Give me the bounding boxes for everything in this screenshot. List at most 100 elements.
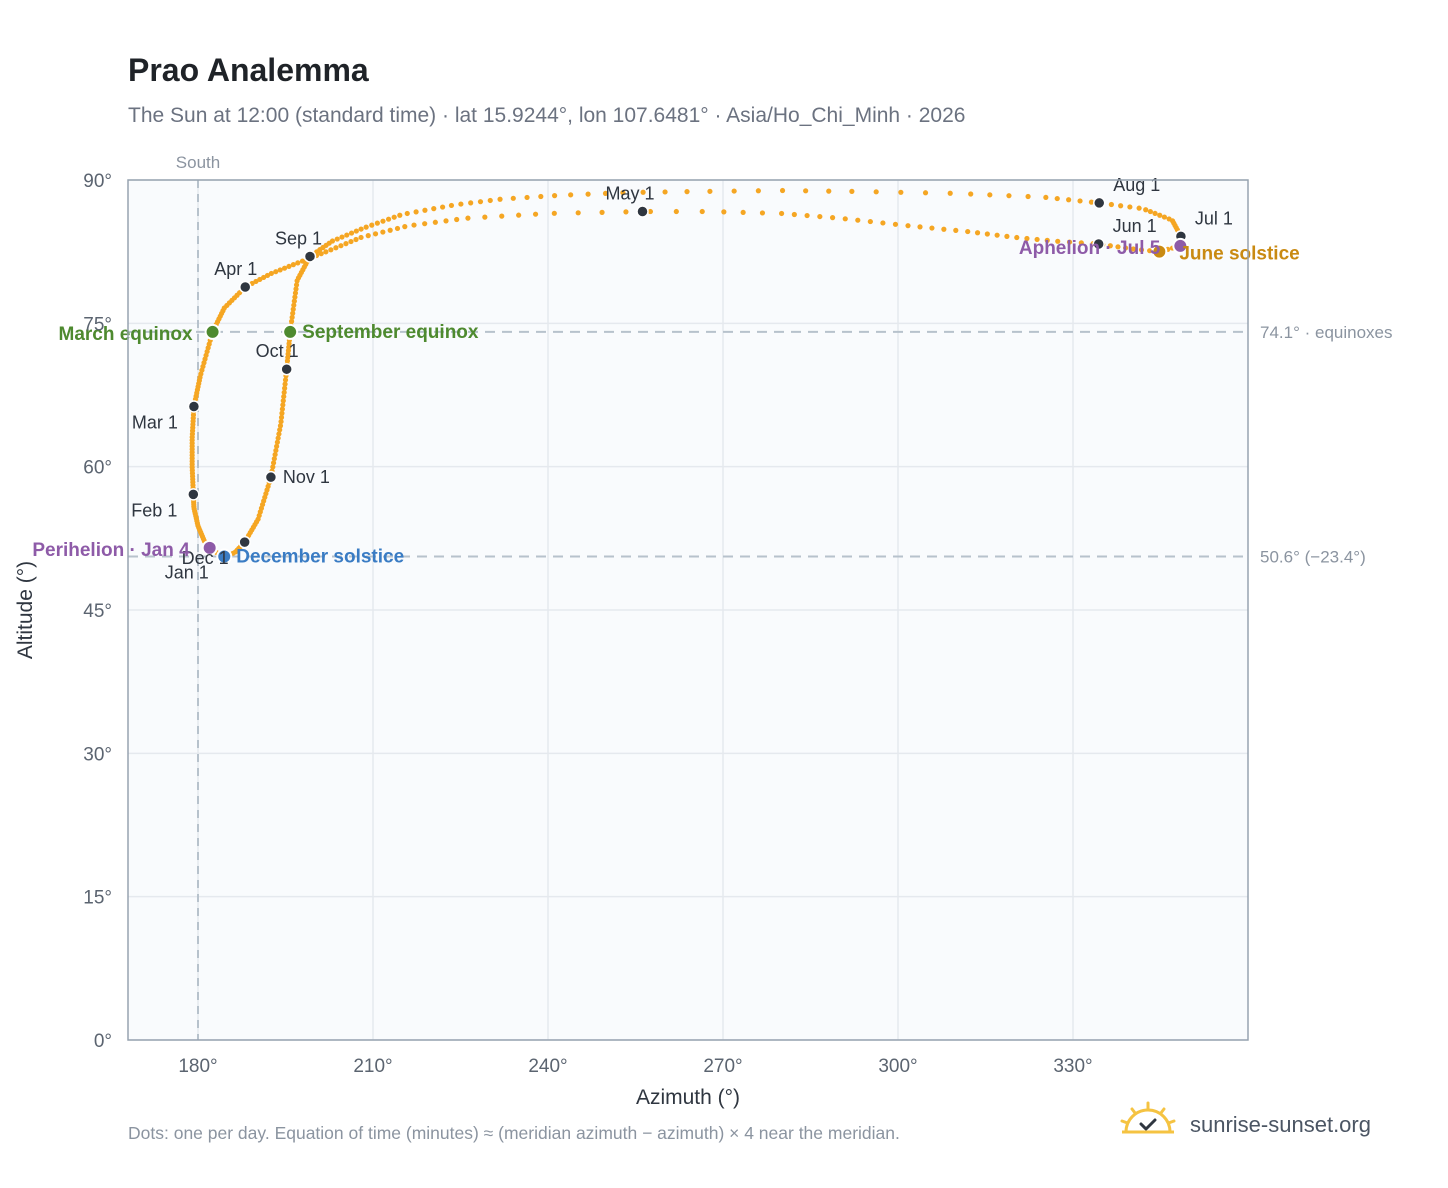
day-dot: [1138, 247, 1145, 253]
month-marker-label: Jan 1: [165, 562, 209, 582]
day-dot: [372, 231, 379, 237]
day-dot: [274, 439, 280, 445]
month-marker-label: Apr 1: [214, 259, 257, 279]
day-dot: [1174, 244, 1180, 250]
day-dot: [1178, 235, 1184, 241]
day-dot: [199, 534, 206, 540]
day-dot: [968, 191, 974, 197]
day-dot: [497, 196, 503, 202]
day-dot: [201, 538, 207, 544]
day-dot: [585, 191, 591, 197]
day-dot: [1136, 205, 1142, 211]
day-dot: [974, 230, 981, 236]
day-dot: [189, 437, 195, 443]
day-dot: [259, 501, 266, 508]
day-dot: [257, 276, 263, 283]
day-dot: [189, 443, 195, 449]
day-dot: [1127, 204, 1133, 210]
day-dot: [1177, 231, 1183, 238]
day-dot: [917, 224, 923, 230]
day-dot: [803, 188, 809, 194]
day-dot: [246, 532, 252, 538]
day-dot: [189, 440, 195, 446]
day-dot: [334, 236, 340, 242]
day-dot: [193, 515, 199, 522]
event-label: March equinox: [59, 324, 194, 345]
x-tick-label: 240°: [528, 1056, 567, 1077]
day-dot: [432, 219, 438, 225]
day-dot: [304, 256, 310, 262]
day-dot: [397, 212, 403, 218]
day-dot: [422, 221, 428, 227]
day-dot: [402, 224, 408, 230]
day-dot: [189, 434, 195, 440]
day-dot: [892, 221, 899, 227]
day-dot: [298, 269, 304, 276]
event-marker: [204, 323, 221, 340]
day-dot: [411, 222, 417, 228]
day-dot: [189, 473, 196, 479]
day-dot: [211, 548, 217, 554]
day-dot: [291, 302, 297, 308]
day-dot: [190, 482, 196, 488]
day-dot: [236, 290, 243, 296]
day-dot: [1054, 195, 1060, 202]
brand-logo[interactable]: sunrise-sunset.org: [1120, 1100, 1390, 1150]
day-dot: [196, 525, 202, 531]
day-dot: [1178, 234, 1184, 240]
event-label: Aphelion · Jul 5: [1019, 238, 1161, 259]
day-dot: [1169, 218, 1176, 224]
month-marker: [1174, 230, 1188, 243]
day-dot: [731, 188, 737, 194]
day-dot: [205, 345, 211, 351]
plot-area: [128, 180, 1248, 1040]
day-dot: [363, 224, 369, 230]
day-dot: [191, 499, 197, 506]
y-tick-label: 30°: [83, 744, 112, 765]
day-dot: [194, 387, 201, 393]
day-dot: [232, 549, 239, 555]
day-dot: [284, 361, 290, 367]
month-marker: [218, 550, 232, 563]
day-dot: [249, 280, 255, 287]
day-dot: [791, 211, 797, 218]
day-dot: [516, 212, 522, 218]
day-dot: [196, 381, 202, 387]
y-tick-label: 45°: [83, 601, 112, 622]
day-dot: [304, 258, 310, 265]
day-dot: [286, 341, 292, 347]
day-dot: [297, 272, 303, 278]
month-marker-label: Dec 1: [182, 548, 229, 568]
day-dot: [922, 190, 929, 196]
day-dot: [207, 337, 213, 343]
day-dot: [202, 356, 208, 362]
day-dot: [208, 334, 214, 340]
day-dot: [283, 373, 289, 379]
day-dot: [253, 278, 259, 285]
day-dot: [538, 193, 544, 200]
day-dot: [1173, 225, 1179, 231]
day-dot: [1155, 248, 1161, 255]
day-dot: [551, 193, 558, 199]
day-dot: [280, 402, 286, 408]
day-dot: [394, 225, 401, 232]
day-dot: [499, 213, 505, 219]
day-dot: [191, 402, 197, 409]
event-label: June solstice: [1179, 244, 1299, 265]
day-dot: [953, 227, 959, 233]
day-dot: [568, 192, 574, 198]
day-dot: [281, 393, 287, 400]
day-dot: [984, 231, 990, 237]
event-label: December solstice: [236, 546, 404, 567]
day-dot: [1178, 237, 1184, 243]
day-dot: [1176, 229, 1182, 235]
day-dot: [1100, 242, 1106, 248]
day-dot: [216, 551, 222, 557]
day-dot: [250, 524, 256, 530]
day-dot: [242, 538, 249, 544]
day-dot: [721, 209, 727, 215]
x-tick-label: 270°: [703, 1056, 742, 1077]
day-dot: [873, 189, 879, 195]
day-dot: [277, 427, 283, 433]
day-dot: [458, 201, 464, 207]
